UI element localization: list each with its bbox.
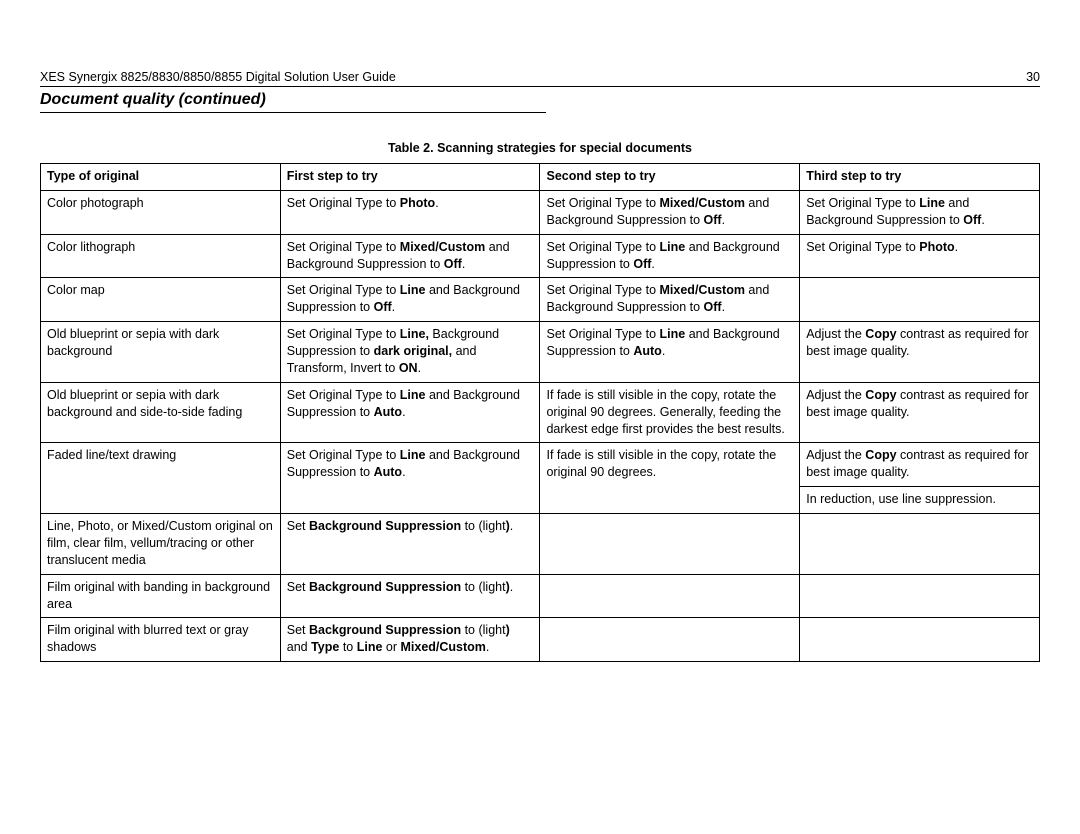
- table-caption: Table 2. Scanning strategies for special…: [40, 141, 1040, 155]
- cell-first-step: Set Background Suppression to (light).: [280, 574, 540, 618]
- cell-second-step: [540, 574, 800, 618]
- cell-type: Old blueprint or sepia with dark backgro…: [41, 322, 281, 383]
- table-row: Color lithographSet Original Type to Mix…: [41, 234, 1040, 278]
- cell-first-step: Set Background Suppression to (light).: [280, 514, 540, 575]
- col-header-third: Third step to try: [800, 164, 1040, 191]
- cell-third-step: Adjust the Copy contrast as required for…: [800, 443, 1040, 514]
- col-header-type: Type of original: [41, 164, 281, 191]
- cell-type: Film original with banding in background…: [41, 574, 281, 618]
- cell-third-step: Set Original Type to Photo.: [800, 234, 1040, 278]
- cell-type: Faded line/text drawing: [41, 443, 281, 514]
- cell-first-step: Set Original Type to Line and Background…: [280, 278, 540, 322]
- cell-first-step: Set Original Type to Mixed/Custom and Ba…: [280, 234, 540, 278]
- cell-first-step: Set Background Suppression to (light) an…: [280, 618, 540, 662]
- page-number: 30: [1026, 70, 1040, 84]
- cell-second-step: Set Original Type to Mixed/Custom and Ba…: [540, 190, 800, 234]
- page-header: XES Synergix 8825/8830/8850/8855 Digital…: [40, 70, 1040, 87]
- cell-third-step: Adjust the Copy contrast as required for…: [800, 382, 1040, 443]
- table-row: Film original with banding in background…: [41, 574, 1040, 618]
- cell-type: Line, Photo, or Mixed/Custom original on…: [41, 514, 281, 575]
- cell-second-step: Set Original Type to Line and Background…: [540, 234, 800, 278]
- cell-first-step: Set Original Type to Photo.: [280, 190, 540, 234]
- cell-third-step: [800, 514, 1040, 575]
- cell-third-step: [800, 574, 1040, 618]
- guide-title: XES Synergix 8825/8830/8850/8855 Digital…: [40, 70, 396, 84]
- cell-third-step: Adjust the Copy contrast as required for…: [800, 322, 1040, 383]
- cell-type: Old blueprint or sepia with dark backgro…: [41, 382, 281, 443]
- col-header-second: Second step to try: [540, 164, 800, 191]
- cell-type: Color map: [41, 278, 281, 322]
- col-header-first: First step to try: [280, 164, 540, 191]
- cell-third-step: Set Original Type to Line and Background…: [800, 190, 1040, 234]
- cell-first-step: Set Original Type to Line and Background…: [280, 382, 540, 443]
- cell-first-step: Set Original Type to Line and Background…: [280, 443, 540, 514]
- table-row: Old blueprint or sepia with dark backgro…: [41, 382, 1040, 443]
- cell-type: Color lithograph: [41, 234, 281, 278]
- table-row: Color photographSet Original Type to Pho…: [41, 190, 1040, 234]
- cell-type: Color photograph: [41, 190, 281, 234]
- section-title: Document quality (continued): [40, 91, 546, 113]
- cell-second-step: [540, 514, 800, 575]
- table-row: Color mapSet Original Type to Line and B…: [41, 278, 1040, 322]
- table-header-row: Type of original First step to try Secon…: [41, 164, 1040, 191]
- cell-second-step: [540, 618, 800, 662]
- cell-second-step: If fade is still visible in the copy, ro…: [540, 443, 800, 514]
- cell-second-step: If fade is still visible in the copy, ro…: [540, 382, 800, 443]
- cell-first-step: Set Original Type to Line, Background Su…: [280, 322, 540, 383]
- table-row: Line, Photo, or Mixed/Custom original on…: [41, 514, 1040, 575]
- cell-third-step: [800, 618, 1040, 662]
- table-body: Color photographSet Original Type to Pho…: [41, 190, 1040, 661]
- table-row: Film original with blurred text or gray …: [41, 618, 1040, 662]
- cell-type: Film original with blurred text or gray …: [41, 618, 281, 662]
- table-row: Faded line/text drawingSet Original Type…: [41, 443, 1040, 514]
- scanning-strategies-table: Type of original First step to try Secon…: [40, 163, 1040, 662]
- cell-third-step: [800, 278, 1040, 322]
- table-header: Type of original First step to try Secon…: [41, 164, 1040, 191]
- table-row: Old blueprint or sepia with dark backgro…: [41, 322, 1040, 383]
- cell-second-step: Set Original Type to Mixed/Custom and Ba…: [540, 278, 800, 322]
- cell-second-step: Set Original Type to Line and Background…: [540, 322, 800, 383]
